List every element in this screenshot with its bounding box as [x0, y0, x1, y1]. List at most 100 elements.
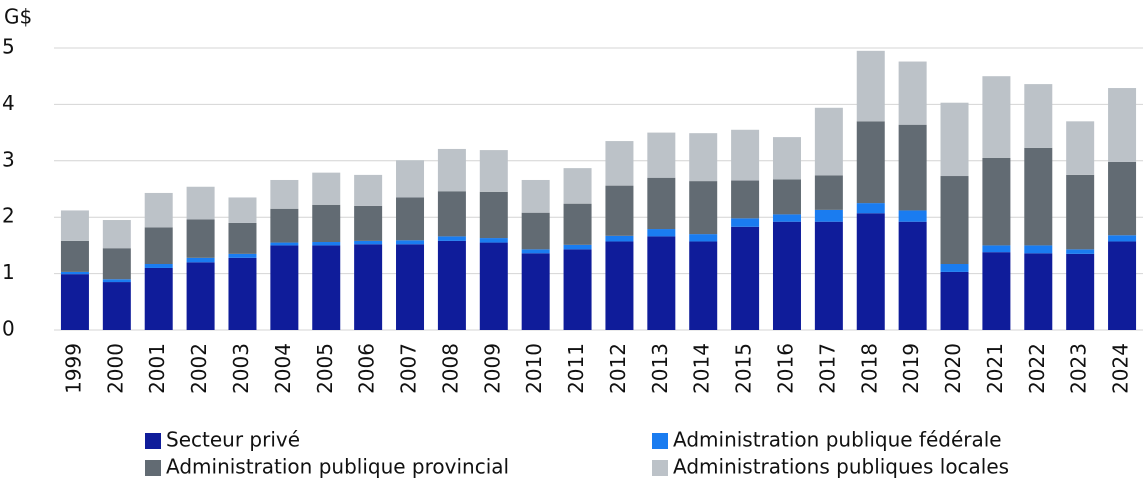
bar-segment: [396, 197, 425, 241]
bar-segment: [1108, 88, 1137, 162]
x-tick-label: 2006: [355, 343, 379, 394]
bar-segment: [60, 274, 89, 330]
x-tick-label: 2019: [899, 343, 923, 394]
bar-segment: [521, 253, 550, 330]
bar-segment: [647, 132, 676, 178]
bar-segment: [1024, 147, 1053, 246]
x-tick-label: 2002: [187, 343, 211, 394]
bar-segment: [144, 227, 173, 265]
bar-segment: [354, 244, 383, 330]
y-axis-label: G$: [4, 5, 32, 29]
bar-segment: [814, 107, 843, 176]
bar-segment: [898, 210, 927, 222]
bar-segment: [479, 150, 508, 192]
x-tick-label: 2010: [522, 343, 546, 394]
bar-segment: [605, 185, 634, 236]
x-tick-label: 2017: [815, 343, 839, 394]
bar-segment: [396, 240, 425, 245]
x-tick-label: 2005: [313, 343, 337, 394]
bar-segment: [186, 257, 215, 263]
bar-segment: [940, 271, 969, 330]
bar-segment: [940, 176, 969, 265]
bar-segment: [521, 249, 550, 254]
bar-segment: [1066, 249, 1095, 254]
bar-segment: [731, 129, 760, 181]
bar-segment: [437, 240, 466, 330]
x-tick-label: 2000: [103, 343, 127, 394]
x-tick-label: 2012: [606, 343, 630, 394]
bar-segment: [270, 242, 299, 246]
bar-segment: [1108, 235, 1137, 242]
bar-segment: [772, 137, 801, 180]
bar-segment: [856, 203, 885, 214]
bar-segment: [354, 205, 383, 241]
bar-segment: [605, 141, 634, 186]
bar-segment: [60, 210, 89, 241]
bar-segment: [898, 221, 927, 330]
x-tick-label: 2007: [397, 343, 421, 394]
bar-segment: [563, 203, 592, 245]
bar-segment: [228, 222, 257, 254]
legend-label: Administration publique fédérale: [673, 428, 1002, 452]
x-tick-label: 2018: [857, 343, 881, 394]
x-tick-label: 2023: [1067, 343, 1091, 394]
bar-segment: [270, 179, 299, 209]
legend-swatch: [652, 460, 668, 476]
bar-segment: [689, 241, 718, 330]
bar-segment: [270, 208, 299, 243]
bar-segment: [856, 50, 885, 122]
bar-segment: [1066, 174, 1095, 250]
bar-segment: [1066, 253, 1095, 330]
legend-label: Secteur privé: [166, 428, 300, 452]
bar-segment: [731, 218, 760, 227]
bar-segment: [1024, 245, 1053, 254]
bar-segment: [1108, 161, 1137, 236]
bar-segment: [270, 245, 299, 330]
bar-segment: [354, 240, 383, 245]
bar-segment: [354, 174, 383, 206]
legend-swatch: [652, 433, 668, 449]
bar-segment: [312, 204, 341, 243]
bar-segment: [186, 219, 215, 258]
y-tick-label: 1: [2, 260, 15, 284]
bar-segment: [605, 241, 634, 330]
bar-segment: [479, 242, 508, 330]
legend-label: Administrations publiques locales: [673, 455, 1009, 479]
bar-segment: [102, 282, 131, 330]
bar-segment: [772, 179, 801, 215]
bar-segment: [1024, 84, 1053, 148]
bar-segment: [1024, 253, 1053, 330]
bar-segment: [898, 61, 927, 125]
x-tick-label: 2009: [480, 343, 504, 394]
bar-segment: [1066, 121, 1095, 175]
bar-segment: [1108, 241, 1137, 330]
legend-swatch: [145, 460, 161, 476]
bar-segment: [60, 240, 89, 272]
bar-segment: [772, 214, 801, 222]
bar-segment: [772, 221, 801, 330]
bar-segment: [479, 191, 508, 239]
bar-segment: [647, 236, 676, 330]
y-tick-label: 3: [2, 147, 15, 171]
bar-segment: [814, 175, 843, 210]
bar-segment: [479, 238, 508, 243]
x-tick-label: 2020: [941, 343, 965, 394]
bar-segment: [228, 253, 257, 258]
bar-segment: [689, 234, 718, 242]
x-tick-label: 2003: [229, 343, 253, 394]
bar-segment: [437, 191, 466, 237]
bar-segment: [563, 168, 592, 204]
bar-segment: [563, 244, 592, 250]
bar-segment: [437, 236, 466, 241]
bar-segment: [102, 248, 131, 280]
bar-segment: [396, 244, 425, 330]
bar-segment: [731, 226, 760, 330]
bar-segment: [814, 221, 843, 330]
x-tick-label: 2013: [648, 343, 672, 394]
bar-segment: [312, 172, 341, 205]
x-tick-label: 2022: [1025, 343, 1049, 394]
bar-segment: [102, 279, 131, 283]
bar-segment: [940, 102, 969, 177]
y-tick-label: 0: [2, 317, 15, 341]
x-tick-label: 1999: [61, 343, 85, 394]
